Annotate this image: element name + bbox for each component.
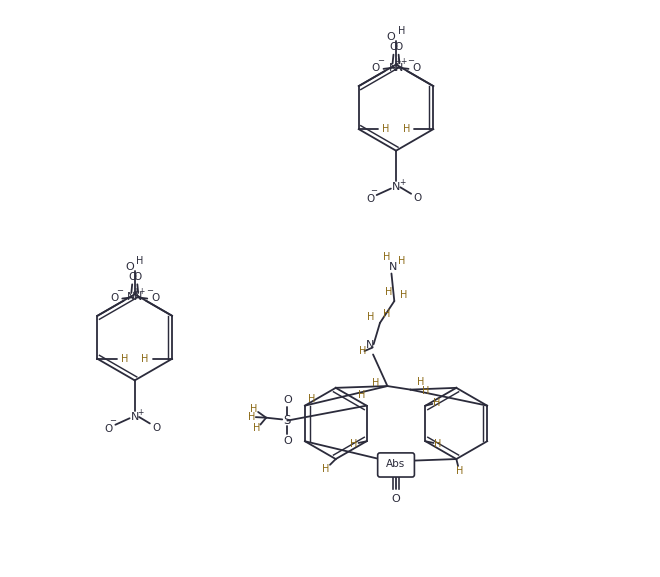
- Text: N: N: [388, 261, 397, 272]
- Text: S: S: [284, 414, 291, 427]
- Text: O: O: [151, 293, 159, 303]
- Text: H: H: [250, 403, 257, 414]
- Text: H: H: [434, 398, 441, 408]
- Text: H: H: [359, 346, 366, 356]
- Text: H: H: [248, 412, 255, 422]
- Text: H: H: [417, 377, 424, 387]
- Text: O: O: [283, 395, 292, 405]
- Text: H: H: [400, 290, 407, 301]
- Text: H: H: [308, 394, 315, 404]
- Text: −: −: [147, 286, 153, 295]
- Text: H: H: [367, 312, 374, 322]
- Text: H: H: [383, 252, 391, 263]
- Text: +: +: [137, 408, 144, 417]
- Text: O: O: [412, 63, 420, 73]
- Text: +: +: [133, 287, 139, 296]
- Text: H: H: [382, 124, 389, 134]
- Text: O: O: [387, 32, 395, 43]
- Text: O: O: [413, 193, 422, 203]
- Text: Abs: Abs: [386, 459, 406, 469]
- Text: O: O: [152, 423, 160, 433]
- Text: O: O: [389, 42, 397, 52]
- Text: −: −: [370, 186, 377, 195]
- Text: H: H: [253, 423, 261, 433]
- Text: O: O: [283, 436, 292, 446]
- Text: H: H: [403, 124, 410, 134]
- Text: H: H: [321, 464, 329, 474]
- Text: H: H: [383, 309, 391, 319]
- Text: H: H: [422, 386, 429, 396]
- Text: N: N: [389, 62, 397, 73]
- Text: H: H: [397, 27, 405, 36]
- FancyBboxPatch shape: [378, 453, 414, 477]
- Text: H: H: [398, 256, 405, 266]
- Text: O: O: [105, 424, 113, 434]
- Text: −: −: [408, 57, 414, 66]
- Text: +: +: [399, 178, 405, 188]
- Text: O: O: [395, 42, 403, 52]
- Text: N: N: [395, 62, 404, 73]
- Text: +: +: [394, 57, 400, 66]
- Text: H: H: [121, 354, 128, 364]
- Text: H: H: [372, 377, 379, 388]
- Text: H: H: [358, 390, 366, 400]
- Text: H: H: [141, 354, 149, 364]
- Text: H: H: [385, 287, 392, 297]
- Text: O: O: [125, 262, 134, 272]
- Text: N: N: [392, 182, 400, 192]
- Text: O: O: [133, 272, 141, 282]
- Text: H: H: [350, 439, 358, 449]
- Text: H: H: [455, 466, 463, 475]
- Text: −: −: [116, 286, 123, 295]
- Text: O: O: [128, 272, 137, 282]
- Text: N: N: [366, 340, 374, 350]
- Text: O: O: [366, 194, 374, 204]
- Text: O: O: [110, 293, 119, 303]
- Text: H: H: [434, 439, 442, 449]
- Text: H: H: [136, 256, 144, 266]
- Text: −: −: [378, 57, 385, 66]
- Text: +: +: [139, 287, 145, 296]
- Text: N: N: [127, 293, 135, 302]
- Text: −: −: [109, 416, 116, 425]
- Text: N: N: [134, 293, 143, 302]
- Text: O: O: [372, 63, 380, 73]
- Text: +: +: [400, 57, 406, 66]
- Text: O: O: [391, 494, 401, 504]
- Text: N: N: [131, 412, 139, 422]
